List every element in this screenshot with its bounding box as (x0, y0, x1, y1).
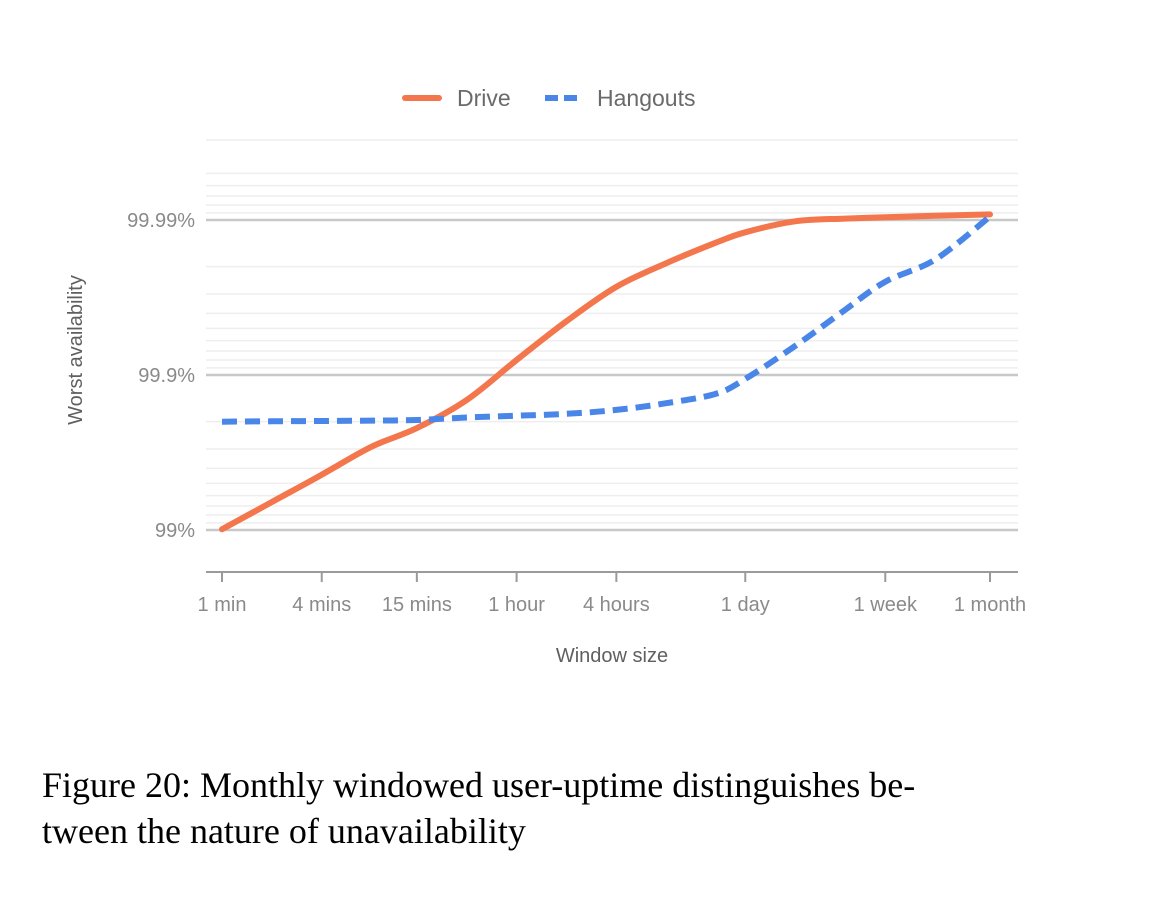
x-axis: 1 min 4 mins 15 mins 1 hour 4 hours 1 day 1 we… (198, 571, 1026, 616)
legend-label-hangouts: Hangouts (597, 85, 695, 111)
x-tick-label: 15 mins (382, 594, 452, 616)
x-tick-label: 1 month (954, 594, 1026, 616)
caption-line-2: tween the nature of unavailability (42, 811, 526, 851)
chart: 1 min 4 mins 15 mins 1 hour 4 hours 1 day 1 we… (65, 85, 1026, 667)
x-tick-label: 4 hours (583, 594, 650, 616)
y-axis-title: Worst availability (65, 275, 87, 425)
x-tick-label: 1 hour (488, 594, 545, 616)
x-tick-label: 1 day (721, 594, 770, 616)
series-layer (219, 211, 993, 533)
grid (206, 139, 1018, 532)
x-axis-title: Window size (556, 645, 668, 667)
x-tick-label: 1 min (198, 594, 247, 616)
figure-caption: Figure 20: Monthly windowed user-uptime … (42, 762, 1122, 854)
legend-label-drive: Drive (457, 85, 511, 111)
y-axis: 99% 99.9% 99.99% (127, 210, 195, 542)
series-line-hangouts (221, 214, 992, 425)
x-tick-label: 1 week (854, 594, 918, 616)
y-tick-label: 99.99% (127, 210, 195, 232)
series-line-drive (219, 211, 993, 533)
y-tick-label: 99.9% (138, 365, 195, 387)
y-tick-label: 99% (155, 520, 195, 542)
x-tick-label: 4 mins (292, 594, 351, 616)
caption-line-1: Figure 20: Monthly windowed user-uptime … (42, 765, 916, 805)
legend: Drive Hangouts (402, 85, 695, 111)
